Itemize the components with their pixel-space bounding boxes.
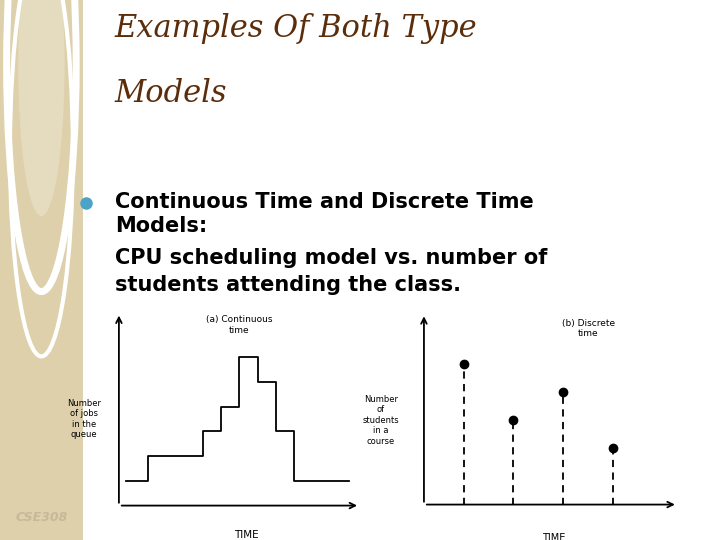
Text: TIME
(Fridays): TIME (Fridays): [532, 532, 575, 540]
Text: (a) Continuous
time: (a) Continuous time: [206, 315, 273, 335]
Text: CSE308: CSE308: [15, 511, 68, 524]
Text: (b) Discrete
time: (b) Discrete time: [562, 319, 615, 339]
Text: CPU scheduling model vs. number of: CPU scheduling model vs. number of: [114, 248, 547, 268]
Text: Models: Models: [114, 78, 228, 109]
Text: Examples Of Both Type: Examples Of Both Type: [114, 14, 477, 44]
Text: Number
of
students
in a
course: Number of students in a course: [362, 395, 399, 446]
Circle shape: [18, 0, 65, 216]
Text: Models:: Models:: [114, 216, 207, 236]
Text: Number
of jobs
in the
queue: Number of jobs in the queue: [67, 399, 101, 439]
Text: Continuous Time and Discrete Time: Continuous Time and Discrete Time: [114, 192, 534, 212]
Text: students attending the class.: students attending the class.: [114, 275, 461, 295]
Text: TIME: TIME: [235, 530, 259, 540]
